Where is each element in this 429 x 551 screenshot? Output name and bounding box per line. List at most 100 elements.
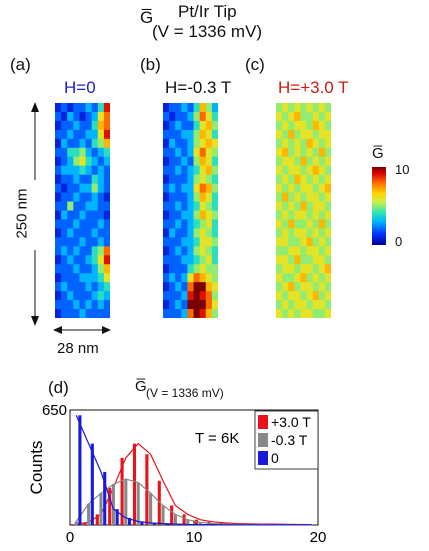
heatmap-cell — [193, 291, 201, 301]
heatmap-cell — [97, 264, 105, 274]
heatmap-cell — [61, 255, 68, 265]
heatmap-cell — [163, 103, 170, 113]
heatmap-cell — [163, 120, 170, 131]
heatmap-cell — [199, 192, 207, 202]
heatmap-cell — [324, 174, 331, 185]
heatmap-cell — [193, 228, 201, 238]
heatmap-cell — [306, 174, 314, 185]
heatmap-cell — [169, 228, 176, 238]
heatmap-cell — [79, 165, 86, 176]
heatmap-cell — [324, 192, 331, 202]
heatmap-cell — [306, 103, 314, 113]
heatmap-cell — [312, 174, 320, 185]
heatmap-cell — [175, 255, 182, 265]
heatmap-cell — [288, 300, 295, 310]
heatmap-cell — [312, 237, 320, 247]
heatmap-cell — [163, 300, 170, 310]
heatmap-cell — [175, 300, 182, 310]
heatmap-cell — [288, 237, 295, 247]
heatmap-cell — [67, 138, 74, 149]
heatmap-cell — [163, 255, 170, 265]
heatmap-cell — [199, 255, 207, 265]
heatmap-cell — [55, 129, 62, 140]
heatmap-cell — [91, 138, 99, 149]
heatmap-cell — [181, 120, 188, 131]
figure-header-voltage: (V = 1336 mV) — [152, 22, 263, 41]
histogram-bar — [132, 443, 137, 525]
heatmap-cell — [79, 183, 86, 193]
heatmap-cell — [282, 300, 289, 310]
heatmap-cell — [103, 291, 110, 301]
heatmap-cell — [91, 309, 99, 318]
heatmap-cell — [103, 228, 110, 238]
x-tick-label: 20 — [310, 529, 327, 546]
heatmap-cell — [61, 156, 68, 167]
heatmap-cell — [67, 237, 74, 247]
heatmap-cell — [300, 120, 307, 131]
heatmap-cell — [282, 237, 289, 247]
heatmap-cell — [73, 291, 80, 301]
heatmap-cell — [103, 300, 110, 310]
heatmap-cell — [61, 246, 68, 256]
heatmap-cell — [187, 291, 194, 301]
heatmap-cell — [85, 291, 93, 301]
colorbar-max-label: 10 — [395, 162, 410, 177]
y-tick-label: 650 — [42, 402, 67, 419]
histogram-title-sub: (V = 1336 mV) — [146, 386, 224, 400]
heatmap-cell — [300, 219, 307, 229]
heatmap-cell — [276, 282, 283, 292]
heatmap-cell — [282, 156, 289, 167]
heatmap-cell — [181, 264, 188, 274]
heatmap-cell — [282, 291, 289, 301]
heatmap-cell — [193, 210, 201, 220]
heatmap-cell — [282, 192, 289, 202]
heatmap-cell — [85, 129, 93, 140]
heatmap-cell — [181, 282, 188, 292]
heatmap-cell — [312, 282, 320, 292]
heatmap-cell — [175, 309, 182, 318]
heatmap-cell — [193, 219, 201, 229]
heatmap-cell — [175, 138, 182, 149]
heatmap-cell — [312, 273, 320, 283]
heatmap-cell — [103, 138, 110, 149]
heatmap-cell — [55, 103, 62, 113]
heatmap-cell — [211, 228, 218, 238]
heatmap-cell — [67, 120, 74, 131]
heatmap-cell — [187, 264, 194, 274]
heatmap-cell — [97, 201, 105, 211]
heatmap-cell — [294, 129, 301, 140]
heatmap-cell — [306, 165, 314, 176]
heatmap-cell — [163, 309, 170, 318]
heatmap-cell — [79, 129, 86, 140]
heatmap-cell — [211, 273, 218, 283]
heatmap-cell — [97, 228, 105, 238]
heatmap-cell — [163, 129, 170, 140]
heatmap-cell — [91, 264, 99, 274]
heatmap-cell — [61, 165, 68, 176]
heatmap-cell — [294, 156, 301, 167]
heatmap-cell — [163, 174, 170, 185]
heatmap-cell — [175, 156, 182, 167]
heatmap-cell — [103, 219, 110, 229]
heatmap-cell — [282, 264, 289, 274]
histogram-bar — [194, 519, 199, 525]
heatmap-cell — [306, 111, 314, 122]
heatmap-cell — [61, 138, 68, 149]
heatmap-cell — [288, 264, 295, 274]
heatmap-cell — [181, 192, 188, 202]
heatmap-cell — [324, 228, 331, 238]
heatmap-cell — [79, 246, 86, 256]
histogram-bar — [115, 509, 119, 525]
heatmap-cell — [181, 165, 188, 176]
vertical-scale-label: 250 nm — [13, 188, 31, 239]
heatmap-cell — [73, 255, 80, 265]
heatmap-cell — [175, 219, 182, 229]
heatmap-cell — [61, 273, 68, 283]
heatmap-cell — [324, 156, 331, 167]
heatmap-cell — [79, 282, 86, 292]
heatmap-cell — [55, 309, 62, 318]
heatmap-cell — [175, 246, 182, 256]
heatmap-cell — [211, 210, 218, 220]
heatmap-cell — [79, 255, 86, 265]
heatmap-cell — [300, 147, 307, 158]
